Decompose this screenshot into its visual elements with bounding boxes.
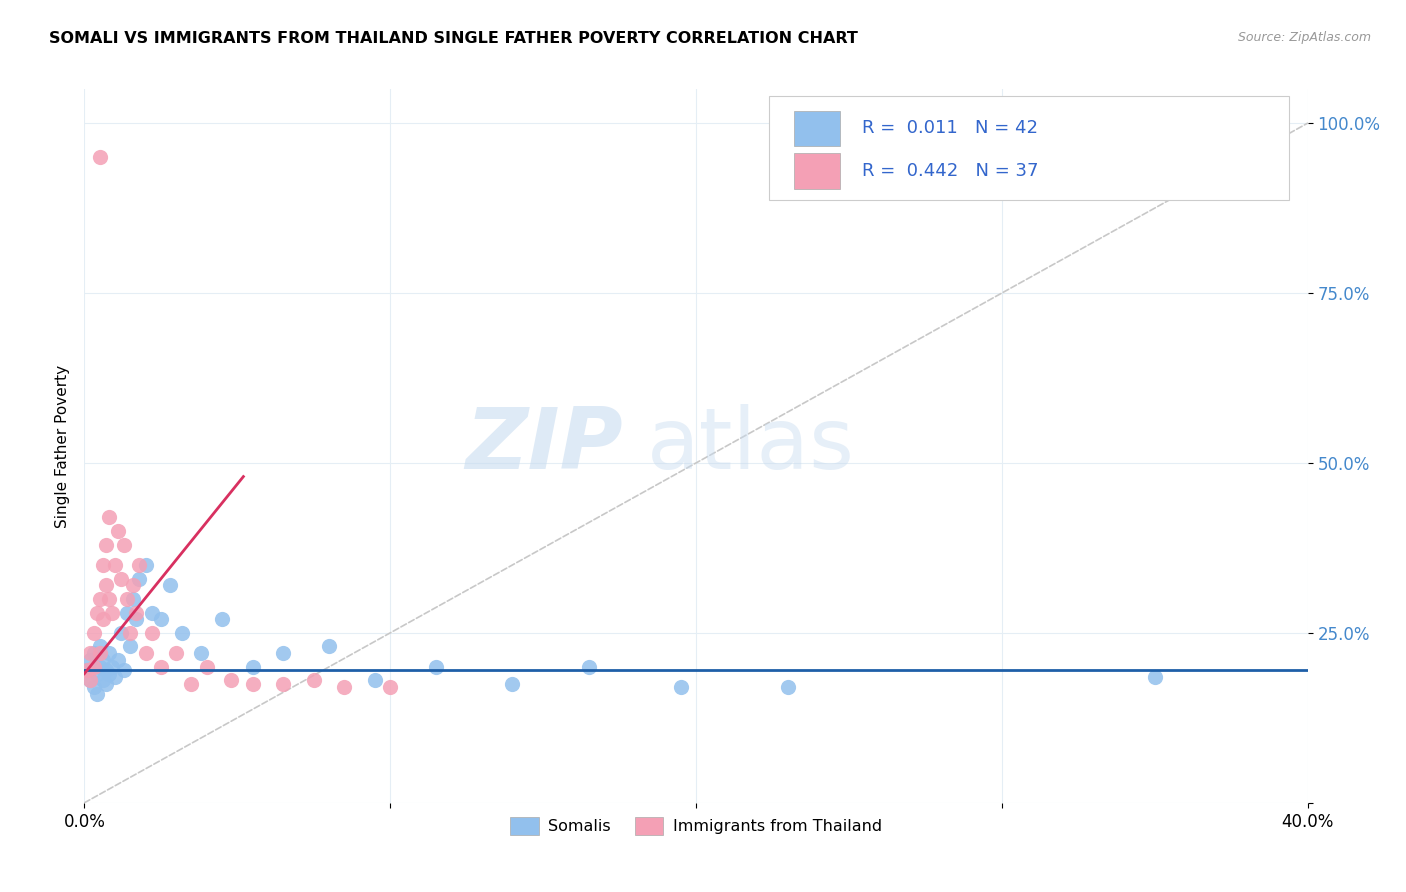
Point [219,673,242,688]
Point [83,680,105,694]
Point [91,653,114,667]
Point [97,666,120,681]
Point [89,660,111,674]
Point [89,150,111,164]
Point [669,680,692,694]
Point [115,606,138,620]
Point [104,670,127,684]
Point [125,606,148,620]
Point [91,612,114,626]
Point [94,663,117,677]
Point [333,680,356,694]
Point [271,677,294,691]
Point [86,606,108,620]
Point [135,558,157,572]
Point [89,640,111,654]
Point [180,677,202,691]
Point [115,591,138,606]
Point [79,673,101,688]
Point [79,673,101,688]
Point [110,626,132,640]
Point [165,646,187,660]
FancyBboxPatch shape [794,111,841,146]
Point [128,572,150,586]
Point [101,660,124,674]
Point [83,626,105,640]
Text: atlas: atlas [647,404,855,488]
Point [76,663,98,677]
Point [94,578,117,592]
FancyBboxPatch shape [769,96,1289,200]
Point [120,640,142,654]
Point [141,626,163,640]
Point [89,591,111,606]
Point [242,677,264,691]
Point [97,646,120,660]
Point [79,646,101,660]
Point [211,612,233,626]
Point [502,677,524,691]
Point [91,558,114,572]
Point [159,578,181,592]
Point [97,591,120,606]
Point [97,510,120,524]
Point [89,646,111,660]
Point [578,660,600,674]
Point [76,663,98,677]
Point [195,660,218,674]
Text: SOMALI VS IMMIGRANTS FROM THAILAND SINGLE FATHER POVERTY CORRELATION CHART: SOMALI VS IMMIGRANTS FROM THAILAND SINGL… [49,31,858,46]
Point [120,626,142,640]
Point [190,646,212,660]
Point [135,646,157,660]
Point [425,660,447,674]
FancyBboxPatch shape [794,153,841,189]
Point [110,572,132,586]
Point [94,677,117,691]
Point [83,660,105,674]
Point [86,687,108,701]
Point [128,558,150,572]
Point [83,646,105,660]
Point [91,673,114,688]
Point [364,673,387,688]
Point [112,663,135,677]
Point [149,660,172,674]
Point [122,591,145,606]
Point [149,612,172,626]
Point [242,660,264,674]
Text: R =  0.442   N = 37: R = 0.442 N = 37 [862,162,1039,180]
Point [112,537,135,551]
Point [141,606,163,620]
Point [107,653,129,667]
Point [94,537,117,551]
Point [302,673,325,688]
Point [172,626,194,640]
Point [104,558,127,572]
Point [318,640,340,654]
Point [79,653,101,667]
Point [271,646,294,660]
Point [107,524,129,538]
Legend: Somalis, Immigrants from Thailand: Somalis, Immigrants from Thailand [503,811,889,841]
Point [122,578,145,592]
Point [380,680,402,694]
Text: ZIP: ZIP [465,404,623,488]
Point [101,606,124,620]
Point [125,612,148,626]
Text: R =  0.011   N = 42: R = 0.011 N = 42 [862,120,1038,137]
Point [776,680,799,694]
Point [1143,670,1166,684]
Y-axis label: Single Father Poverty: Single Father Poverty [55,365,70,527]
Text: Source: ZipAtlas.com: Source: ZipAtlas.com [1237,31,1371,45]
Point [86,666,108,681]
